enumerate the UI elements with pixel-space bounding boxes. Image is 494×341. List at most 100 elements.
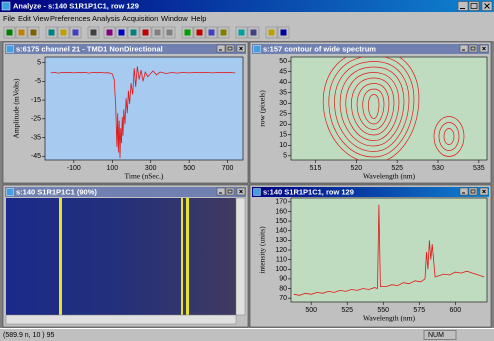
toolbar-icon: [131, 30, 137, 36]
maximize-button[interactable]: [469, 45, 477, 52]
toolbar-icon: [119, 30, 125, 36]
x-tick-label: 575: [413, 307, 425, 314]
spectral-line: [59, 198, 62, 315]
x-tick-label: 700: [222, 165, 234, 172]
vertical-scrollbar[interactable]: [236, 198, 245, 315]
y-tick-label: -15: [31, 97, 41, 104]
toolbar-icon: [197, 30, 203, 36]
x-tick-label: 520: [350, 165, 362, 172]
menu-item[interactable]: Analysis: [92, 14, 120, 23]
toolbar-icon: [143, 30, 149, 36]
toolbar-icon: [107, 30, 113, 36]
x-tick-label: 500: [305, 307, 317, 314]
minimize-button[interactable]: [217, 45, 225, 52]
y-tick-label: 5: [283, 153, 287, 160]
window-icon: [254, 46, 261, 53]
y-tick-label: 90: [279, 276, 287, 283]
child-window: s:140 S1R1P1C1 (90%): [3, 185, 248, 327]
toolbar-icon: [7, 30, 13, 36]
y-tick-label: 110: [276, 256, 287, 263]
toolbar-icon: [185, 30, 191, 36]
x-tick-label: 515: [310, 165, 322, 172]
child-window: s:6175 channel 21 - TMD1 NonDirectional 5…: [3, 42, 248, 183]
y-tick-label: 15: [279, 132, 287, 139]
child-window: s:157 contour of wide spectrum5045403530…: [250, 42, 491, 183]
toolbar-icon: [19, 30, 25, 36]
maximize-button[interactable]: [469, 188, 477, 195]
y-axis-label: row (pixels): [258, 90, 267, 127]
child-window: s:140 S1R1P1C1, row 12970809010011012013…: [250, 185, 491, 327]
minimize-button[interactable]: [217, 188, 225, 195]
menu-item[interactable]: Help: [191, 14, 206, 23]
y-tick-label: 100: [275, 266, 287, 273]
minimize-button[interactable]: [460, 45, 468, 52]
maximize-button[interactable]: [469, 2, 479, 11]
window-icon: [7, 46, 14, 53]
menu-item[interactable]: Edit: [18, 14, 32, 23]
window-icon: [254, 189, 261, 196]
toolbar-icon: [167, 30, 173, 36]
y-tick-label: 50: [279, 58, 287, 65]
y-tick-label: 45: [279, 69, 287, 76]
x-tick-label: 530: [432, 165, 444, 172]
x-axis-label: Wavelength (nm): [363, 314, 416, 323]
window-title: s:6175 channel 21 - TMD1 NonDirectional: [16, 44, 163, 53]
spectral-line: [186, 198, 189, 315]
toolbar-icon: [49, 30, 55, 36]
toolbar-icon: [281, 30, 287, 36]
x-axis-label: Wavelength (nm): [363, 172, 416, 181]
y-tick-label: 10: [279, 142, 287, 149]
toolbar-icon: [239, 30, 245, 36]
spectral-line: [181, 198, 183, 315]
window-title: s:140 S1R1P1C1 (90%): [16, 187, 97, 196]
y-tick-label: 160: [275, 208, 287, 215]
y-tick-label: 170: [275, 199, 287, 206]
toolbar-icon: [209, 30, 215, 36]
y-tick-label: -25: [31, 116, 41, 123]
toolbar-icon: [221, 30, 227, 36]
toolbar-icon: [61, 30, 67, 36]
menu-item[interactable]: Window: [161, 14, 188, 23]
menu-item[interactable]: View: [33, 14, 50, 23]
toolbar-icon: [73, 30, 79, 36]
horizontal-scrollbar[interactable]: [6, 315, 236, 324]
y-tick-label: 130: [275, 237, 287, 244]
x-axis-label: Time (nSec.): [125, 172, 164, 181]
window-icon: [7, 189, 14, 196]
y-tick-label: 25: [279, 111, 287, 118]
plot-area: [291, 198, 487, 302]
y-tick-label: 150: [275, 218, 287, 225]
menu-item[interactable]: Preferences: [50, 14, 91, 23]
y-tick-label: 5: [37, 59, 41, 66]
status-text: (589.9 n, 10 ) 95: [3, 332, 54, 339]
toolbar-icon: [269, 30, 275, 36]
y-tick-label: 40: [279, 79, 287, 86]
toolbar-icon: [91, 30, 97, 36]
x-tick-label: 500: [183, 165, 195, 172]
x-tick-label: 600: [449, 307, 461, 314]
toolbar-icon: [155, 30, 161, 36]
toolbar-icon: [31, 30, 37, 36]
y-tick-label: 35: [279, 90, 287, 97]
x-tick-label: 535: [473, 165, 485, 172]
menu-item[interactable]: Acquisition: [122, 14, 158, 23]
minimize-button[interactable]: [460, 188, 468, 195]
y-tick-label: 20: [279, 121, 287, 128]
status-indicator: NUM: [428, 332, 444, 339]
maximize-button[interactable]: [226, 188, 234, 195]
y-axis-label: intensity (units): [258, 226, 267, 274]
app-title: Analyze - s:140 S1R1P1C1, row 129: [13, 1, 139, 10]
menu-item[interactable]: File: [3, 14, 15, 23]
x-tick-label: -100: [67, 165, 81, 172]
y-tick-label: -5: [35, 78, 41, 85]
x-tick-label: 100: [106, 165, 118, 172]
window-title: s:157 contour of wide spectrum: [263, 44, 376, 53]
y-tick-label: 140: [275, 228, 287, 235]
app-icon: [2, 2, 10, 10]
y-tick-label: 80: [279, 285, 287, 292]
maximize-button[interactable]: [226, 45, 234, 52]
toolbar-icon: [251, 30, 257, 36]
y-tick-label: -45: [31, 153, 41, 160]
minimize-button[interactable]: [458, 2, 468, 11]
window-title: s:140 S1R1P1C1, row 129: [263, 187, 354, 196]
